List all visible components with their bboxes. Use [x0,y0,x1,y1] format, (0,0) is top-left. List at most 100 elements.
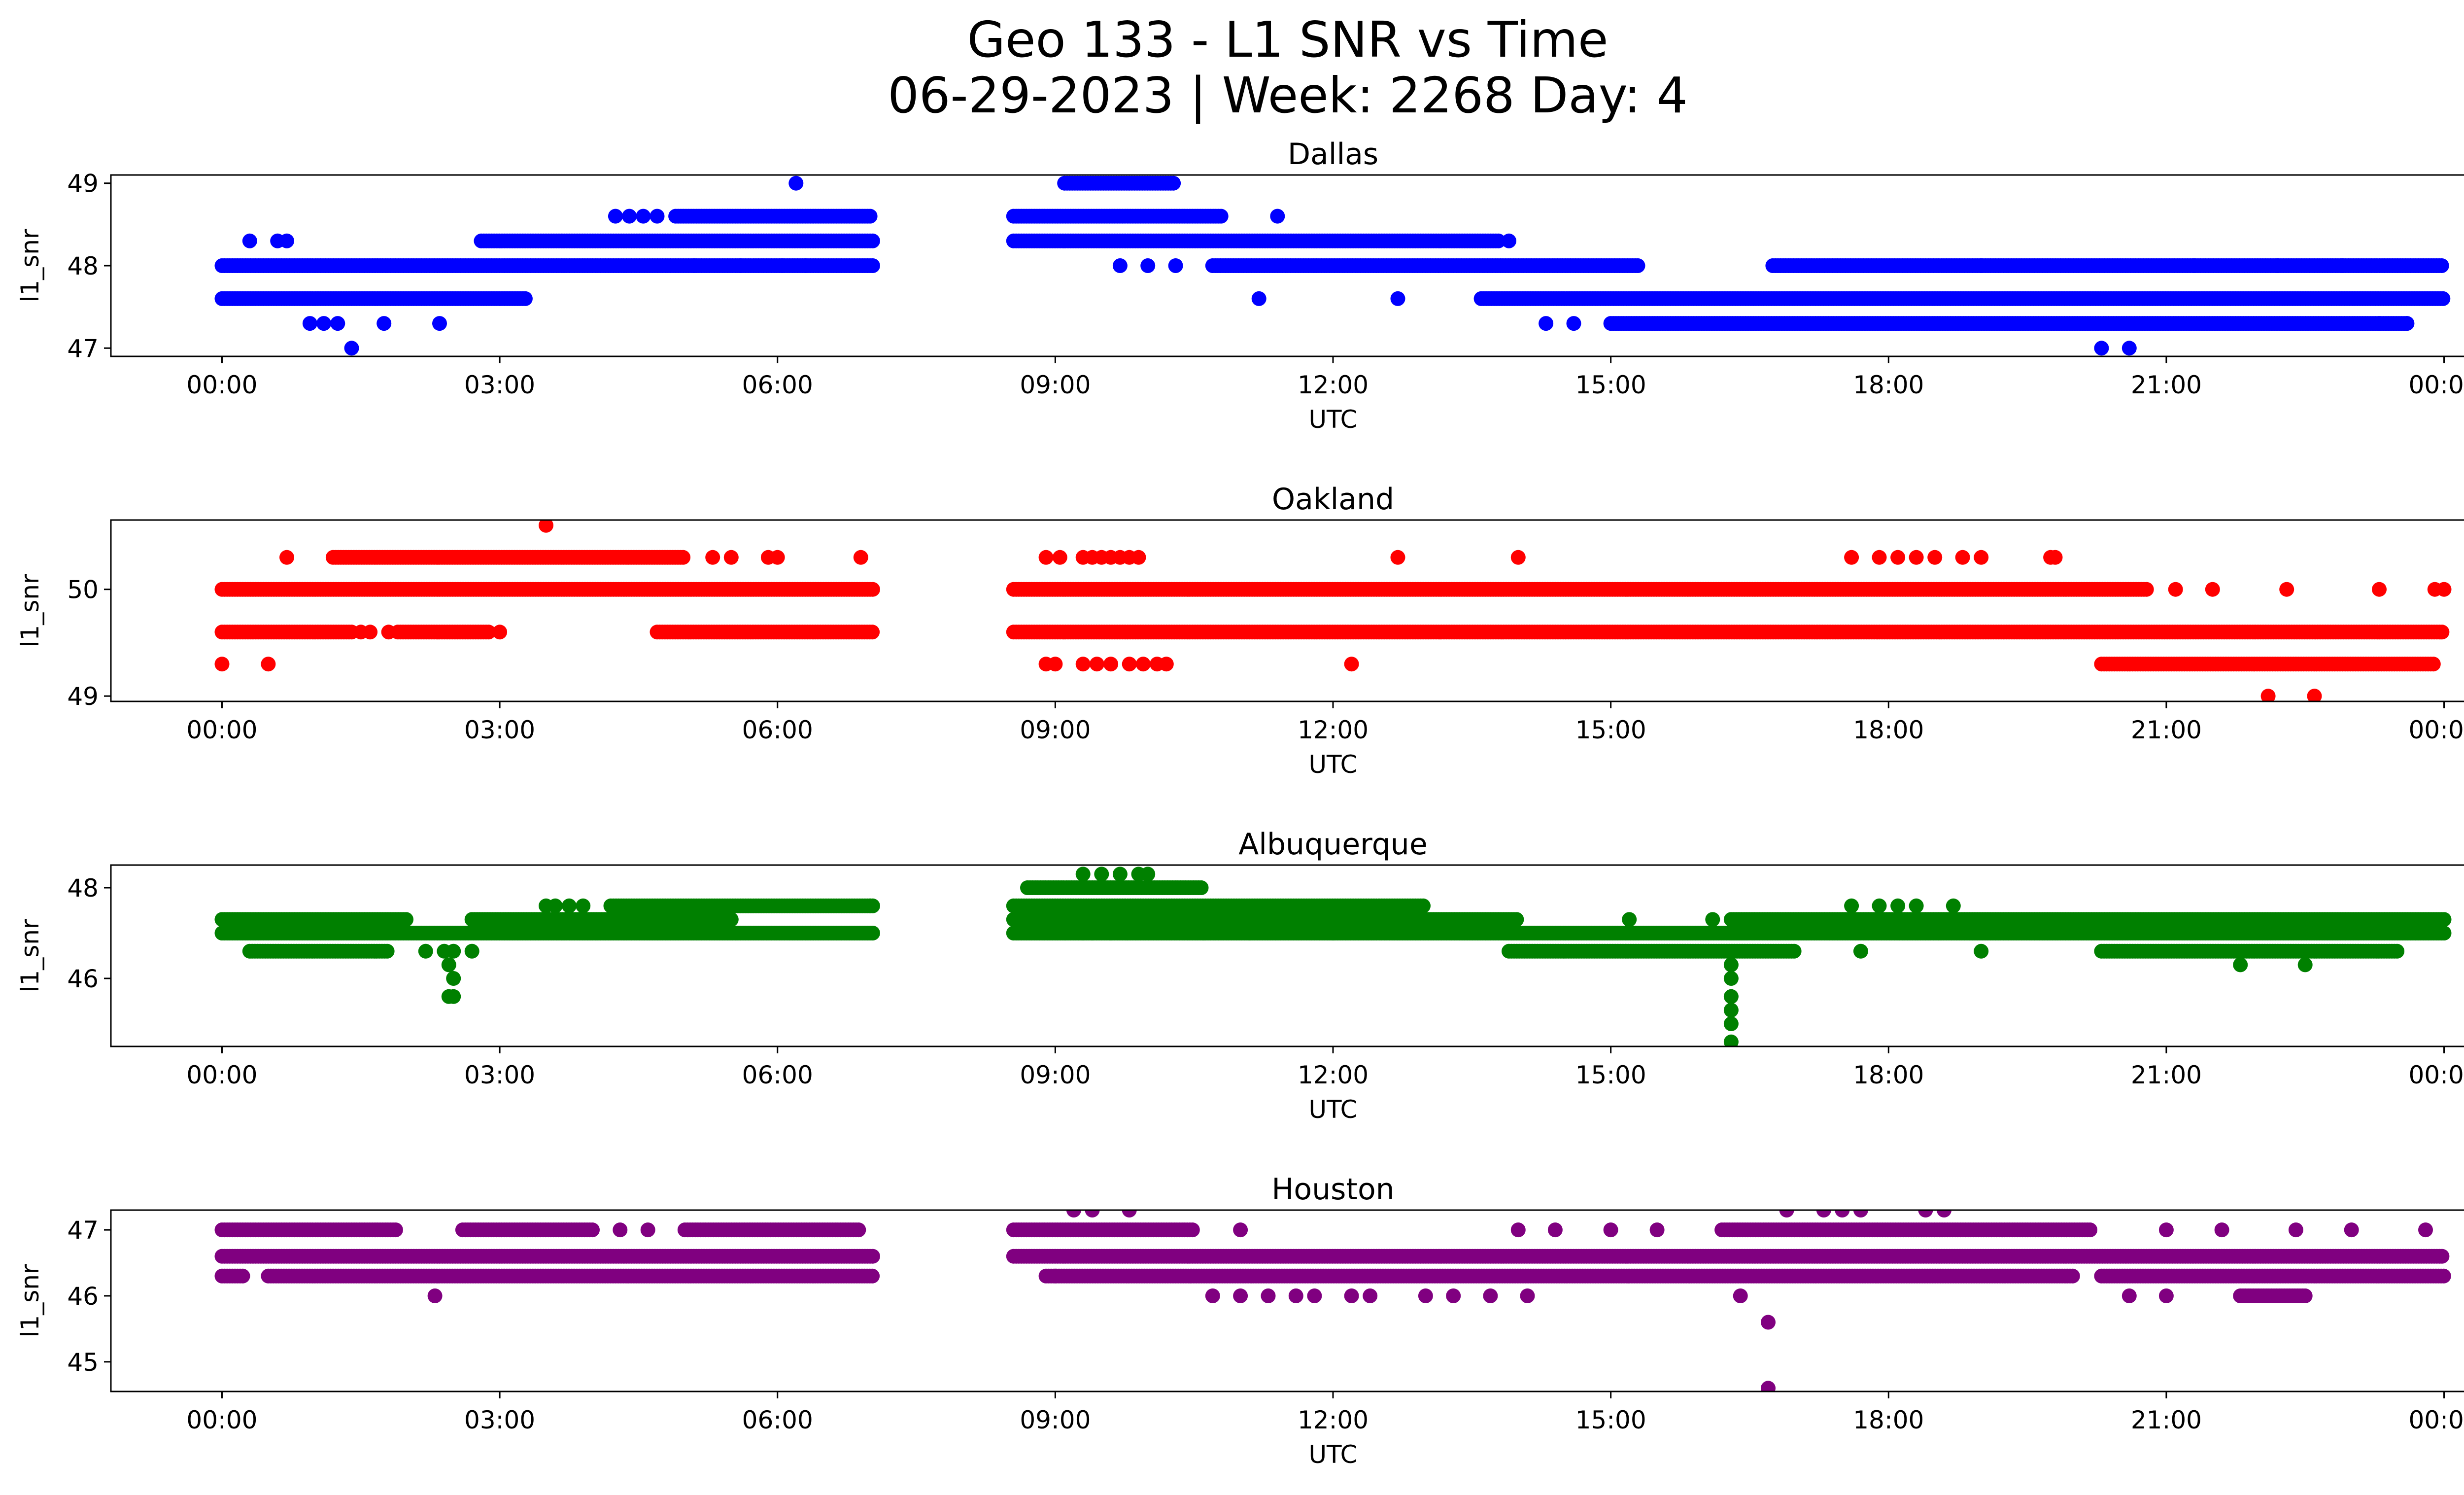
figure-title: Geo 133 - L1 SNR vs Time [967,11,1608,69]
data-point [1927,550,1943,565]
data-point [2122,341,2137,356]
x-tick-label: 06:00 [742,371,813,399]
data-point [2048,550,2063,565]
data-point [1038,550,1054,565]
data-point [1974,550,1989,565]
data-point [492,625,508,640]
y-axis-label: l1_snr [16,229,44,302]
data-point [2168,582,2183,597]
data-point [723,912,739,927]
data-point [381,625,396,640]
y-tick-label: 49 [67,682,99,711]
data-point [622,209,637,224]
data-point [775,258,790,273]
data-point [214,657,230,672]
axes-frame [110,519,2464,702]
data-point [2279,582,2294,597]
x-tick-label: 00:00 [2408,371,2464,399]
subplot-oakland: 00:00 03:00 06:00 09:00 12:00 15:00 18:00 21:00… [16,482,2464,779]
data-point [261,657,276,672]
subplot-albuquerque: 00:00 03:00 06:00 09:00 12:00 15:00 18:00 21:00… [16,827,2464,1124]
data-point [2436,582,2452,597]
data-point [676,550,691,565]
data-point [1048,657,1063,672]
data-point [330,316,345,331]
x-tick-label: 15:00 [1575,371,1646,399]
subplot-dallas: 00:00 03:00 06:00 09:00 12:00 15:00 18:00 21:00… [16,137,2464,434]
data-point [2307,689,2322,701]
data-point [865,233,880,248]
x-tick-label: 15:00 [1575,716,1646,744]
data-point [432,316,447,331]
data-point [865,582,880,597]
data-point [2270,258,2285,273]
data-point [1630,258,1645,273]
data-points [214,175,2451,356]
x-tick-label: 21:00 [2131,371,2202,399]
y-axis-label: l1_snr [16,574,44,647]
data-point [363,625,378,640]
x-tick-label: 18:00 [1853,716,1924,744]
x-axis-label: UTC [1308,405,1357,434]
y-tick-label: 48 [67,252,99,280]
x-tick-label: 00:00 [186,716,257,744]
data-point [1052,550,1067,565]
x-tick-label: 00:00 [2408,716,2464,744]
data-point [1159,657,1174,672]
data-point [1872,550,1887,565]
data-point [853,550,868,565]
data-point [2434,625,2450,640]
data-point [1213,209,1229,224]
data-point [2205,582,2220,597]
data-point [2426,657,2441,672]
data-point [2372,582,2387,597]
x-tick-label: 12:00 [1298,716,1369,744]
data-point [1909,550,1924,565]
data-point [376,316,392,331]
data-points [214,867,2452,1046]
subplot-title: Oakland [1272,482,1394,517]
data-point [1510,550,1526,565]
x-tick-label: 21:00 [2131,716,2202,744]
data-point [1539,316,1554,331]
x-tick-label: 12:00 [1298,371,1369,399]
data-point [1135,657,1151,672]
data-point [279,550,294,565]
data-point [865,258,880,273]
data-point [1251,291,1266,306]
data-point [2187,258,2202,273]
x-tick-label: 09:00 [1020,716,1091,744]
data-point [1344,657,1359,672]
data-point [770,550,785,565]
data-point [1566,316,1581,331]
data-point [2094,341,2109,356]
data-point [788,175,804,191]
data-point [2435,291,2451,306]
data-point [650,209,665,224]
data-point [242,233,257,248]
x-axis-label: UTC [1308,750,1357,779]
x-tick-label: 18:00 [1853,371,1924,399]
data-point [1131,550,1146,565]
data-point [1112,258,1128,273]
data-point [399,912,413,927]
data-point [733,258,748,273]
x-tick-label: 00:00 [186,371,257,399]
x-tick-label: 03:00 [464,371,535,399]
data-point [1122,657,1137,672]
data-point [1390,291,1405,306]
data-point [862,209,878,224]
data-point [344,341,359,356]
data-point [1390,550,1405,565]
data-point [798,258,813,273]
subplot-title: Dallas [1288,137,1378,172]
data-point [1075,657,1091,672]
data-point [1089,657,1104,672]
data-point [2399,316,2415,331]
data-point [1502,233,1516,248]
data-point [1509,912,1524,927]
x-tick-label: 06:00 [742,716,813,744]
data-point [1844,550,1859,565]
figure-subtitle: 06-29-2023 | Week: 2268 Day: 4 [888,67,1688,124]
data-point [1103,657,1119,672]
